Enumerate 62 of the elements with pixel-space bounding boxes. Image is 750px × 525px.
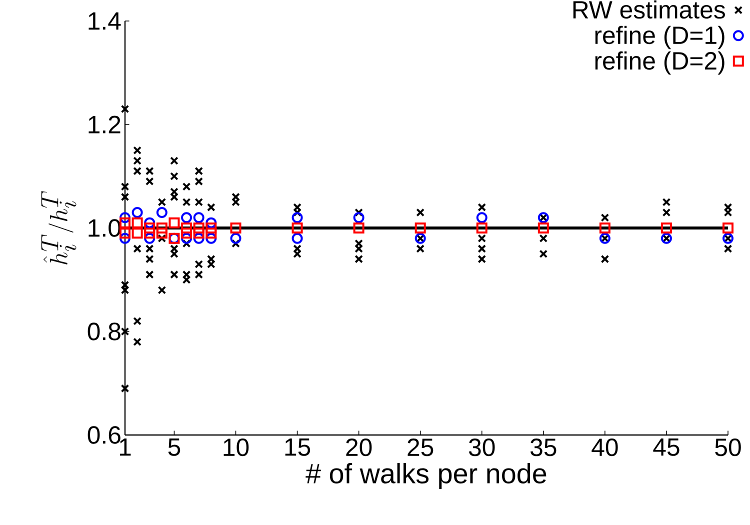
point bbox=[120, 228, 130, 239]
point bbox=[156, 228, 168, 239]
point bbox=[144, 232, 156, 244]
point bbox=[230, 232, 242, 244]
x-tick-label: 5 bbox=[168, 438, 180, 456]
point bbox=[132, 228, 143, 239]
y-axis-title: $\hat{h}_i^T/h_i^T$ bbox=[41, 191, 76, 264]
point bbox=[156, 206, 168, 218]
point bbox=[132, 206, 143, 218]
x-tick-label: 10 bbox=[224, 438, 249, 456]
point bbox=[206, 222, 217, 234]
point bbox=[476, 222, 488, 234]
x-tick-label: 50 bbox=[715, 438, 741, 456]
point bbox=[414, 222, 426, 234]
point bbox=[353, 222, 364, 234]
x-tick-label: 15 bbox=[285, 438, 310, 456]
point bbox=[120, 212, 130, 224]
point bbox=[132, 217, 143, 228]
point bbox=[193, 232, 204, 244]
point bbox=[292, 222, 303, 234]
legend-label: refine (D=2) bbox=[595, 51, 724, 75]
point bbox=[538, 222, 549, 234]
x-axis-title: # of walks per node bbox=[306, 463, 546, 489]
legend-label: RW estimates bbox=[573, 0, 725, 19]
point bbox=[206, 217, 217, 228]
y-tick-label: 0.6 bbox=[88, 426, 120, 444]
point bbox=[193, 212, 204, 224]
legend-label: refine (D=1) bbox=[595, 26, 724, 50]
point bbox=[599, 222, 610, 234]
point bbox=[292, 212, 303, 224]
y-tick-label: 0.8 bbox=[88, 322, 120, 340]
y-tick-label: 1.2 bbox=[88, 116, 120, 134]
point bbox=[168, 217, 180, 228]
point bbox=[206, 232, 217, 244]
x-tick-label: 45 bbox=[653, 438, 680, 456]
point bbox=[206, 228, 217, 239]
point bbox=[292, 232, 303, 244]
point bbox=[193, 222, 204, 234]
x-tick-label: 1 bbox=[120, 438, 131, 456]
y-tick-label: 1.0 bbox=[88, 219, 120, 237]
point bbox=[476, 212, 488, 224]
x-tick-label: 30 bbox=[468, 438, 495, 456]
point bbox=[353, 212, 364, 224]
x-tick-label: 35 bbox=[530, 438, 556, 456]
point bbox=[144, 222, 156, 234]
x-tick-label: 40 bbox=[592, 438, 618, 456]
point bbox=[120, 217, 130, 228]
point bbox=[120, 232, 130, 244]
x-tick-label: 25 bbox=[408, 438, 434, 456]
point bbox=[181, 222, 192, 234]
point bbox=[193, 228, 204, 239]
point bbox=[156, 222, 168, 234]
point bbox=[722, 222, 734, 234]
y-tick-label: 1.4 bbox=[88, 12, 121, 30]
point bbox=[181, 212, 192, 224]
point bbox=[181, 232, 192, 244]
point bbox=[230, 222, 242, 234]
point bbox=[660, 222, 672, 234]
x-tick-label: 20 bbox=[346, 438, 372, 456]
point bbox=[144, 228, 156, 239]
point bbox=[181, 228, 192, 239]
point bbox=[144, 217, 156, 228]
